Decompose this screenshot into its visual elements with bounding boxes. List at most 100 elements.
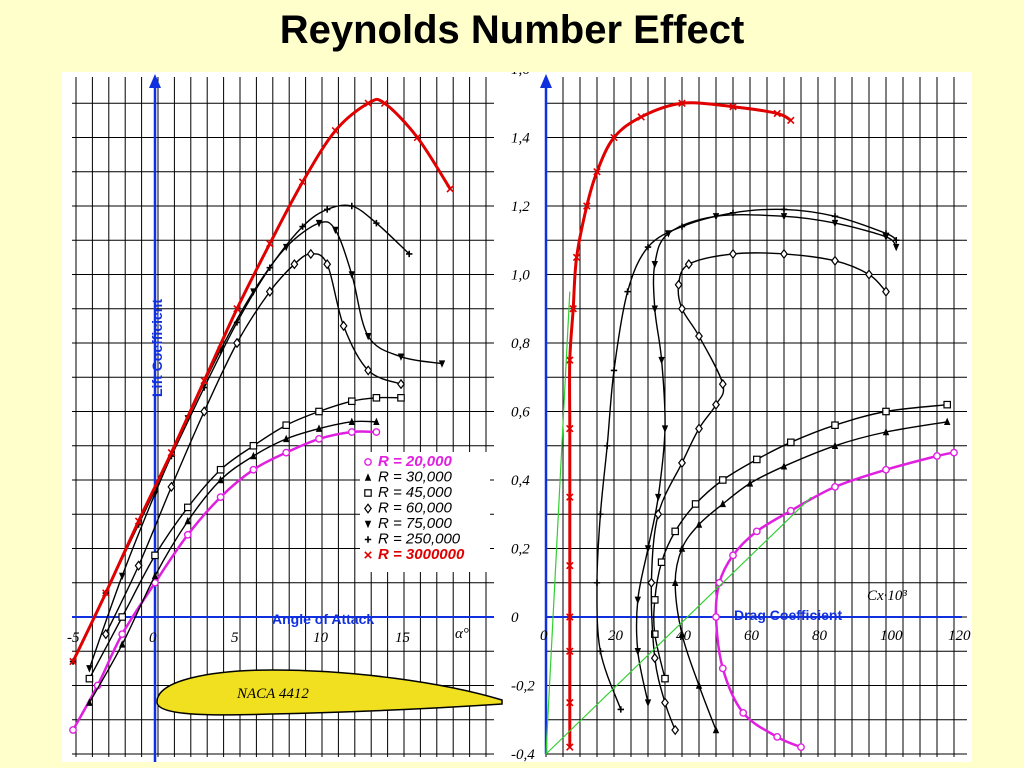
data-point bbox=[566, 613, 574, 621]
y-tick-label: 1,6 bbox=[511, 72, 530, 78]
legend-entry: R = 45,000 bbox=[378, 484, 452, 501]
data-point bbox=[739, 709, 748, 717]
legend-entry: R = 75,000 bbox=[378, 515, 452, 532]
data-point bbox=[718, 476, 727, 484]
data-point bbox=[674, 279, 683, 290]
data-point bbox=[882, 465, 890, 474]
legend-entry: R = 20,000 bbox=[378, 453, 452, 470]
data-point bbox=[678, 457, 686, 469]
data-point bbox=[233, 319, 241, 326]
tangent-line bbox=[545, 291, 571, 755]
data-point bbox=[315, 407, 323, 416]
data-point bbox=[118, 630, 127, 639]
data-point bbox=[695, 423, 703, 434]
data-point bbox=[566, 647, 574, 656]
data-point bbox=[101, 628, 110, 640]
y-tick-label: 1,2 bbox=[511, 199, 530, 215]
data-point bbox=[265, 286, 274, 297]
data-point bbox=[216, 493, 225, 502]
data-point bbox=[569, 304, 577, 313]
data-point bbox=[650, 596, 659, 604]
left-x-tick-label: 5 bbox=[231, 630, 239, 646]
right-x-tick-label: 60 bbox=[744, 628, 760, 644]
data-point bbox=[624, 288, 631, 295]
y-tick-label: -0,4 bbox=[511, 747, 535, 762]
series-line bbox=[674, 421, 948, 731]
right-x-tick-label: 120 bbox=[948, 628, 971, 644]
legend-entry: R = 30,000 bbox=[378, 469, 452, 486]
data-point bbox=[797, 743, 805, 752]
data-point bbox=[406, 250, 413, 258]
data-point bbox=[331, 126, 340, 135]
data-point bbox=[593, 167, 601, 176]
data-point bbox=[661, 425, 669, 433]
data-point bbox=[217, 475, 224, 484]
data-point bbox=[283, 434, 290, 443]
data-point bbox=[282, 448, 291, 457]
data-point bbox=[566, 424, 574, 433]
data-point bbox=[372, 394, 381, 402]
data-point bbox=[118, 613, 127, 621]
data-point bbox=[672, 578, 679, 586]
left-x-axis-label: Angle of Attack bbox=[272, 611, 374, 627]
data-point bbox=[332, 226, 339, 235]
data-point bbox=[438, 360, 446, 368]
left-x-tick-label: -5 bbox=[67, 630, 80, 646]
drag-polars bbox=[545, 99, 958, 755]
y-tick-label: 0,6 bbox=[511, 405, 530, 421]
data-point bbox=[944, 417, 951, 425]
data-point bbox=[933, 452, 941, 460]
data-point bbox=[780, 248, 788, 260]
data-point bbox=[684, 259, 693, 270]
series-line bbox=[596, 208, 897, 710]
data-point bbox=[678, 223, 686, 230]
data-point bbox=[780, 206, 788, 213]
data-point bbox=[780, 462, 788, 470]
data-point bbox=[650, 652, 659, 664]
data-point bbox=[943, 400, 952, 409]
data-point bbox=[364, 520, 372, 529]
data-point bbox=[86, 665, 93, 673]
axes: -5051015020406080100120-0,4-0,200,20,40,… bbox=[67, 72, 971, 762]
data-point bbox=[718, 378, 727, 390]
data-point bbox=[566, 743, 574, 751]
data-point bbox=[282, 421, 291, 430]
data-point bbox=[650, 630, 659, 638]
data-point bbox=[69, 726, 77, 734]
y-tick-label: 1,0 bbox=[511, 268, 530, 284]
data-point bbox=[216, 465, 225, 474]
data-point bbox=[831, 441, 839, 449]
data-point bbox=[773, 732, 782, 741]
data-point bbox=[413, 133, 422, 142]
data-point bbox=[655, 493, 662, 502]
right-x-axis-label: Drag Coefficient bbox=[734, 607, 842, 623]
data-point bbox=[691, 500, 700, 508]
data-point bbox=[593, 579, 601, 586]
data-point bbox=[134, 517, 143, 525]
data-point bbox=[644, 545, 652, 553]
data-point bbox=[786, 506, 795, 515]
data-point bbox=[364, 473, 372, 481]
data-point bbox=[882, 427, 890, 436]
data-point bbox=[647, 577, 656, 588]
legend-entry: R = 3000000 bbox=[378, 546, 465, 563]
data-point bbox=[787, 116, 795, 125]
data-point bbox=[637, 113, 645, 121]
data-point bbox=[348, 417, 355, 425]
data-point bbox=[397, 378, 405, 390]
data-point bbox=[634, 648, 641, 656]
data-point bbox=[373, 417, 380, 425]
naca-airfoil-shape bbox=[156, 669, 503, 716]
data-point bbox=[752, 455, 761, 464]
data-point bbox=[348, 397, 356, 406]
data-point bbox=[831, 421, 839, 430]
data-point bbox=[364, 99, 372, 108]
data-point bbox=[695, 681, 703, 689]
data-point bbox=[729, 248, 737, 260]
data-point bbox=[882, 286, 890, 297]
data-point bbox=[397, 394, 405, 402]
data-point bbox=[831, 255, 839, 266]
data-point bbox=[651, 261, 658, 269]
data-point bbox=[678, 99, 686, 108]
data-point bbox=[831, 213, 839, 220]
